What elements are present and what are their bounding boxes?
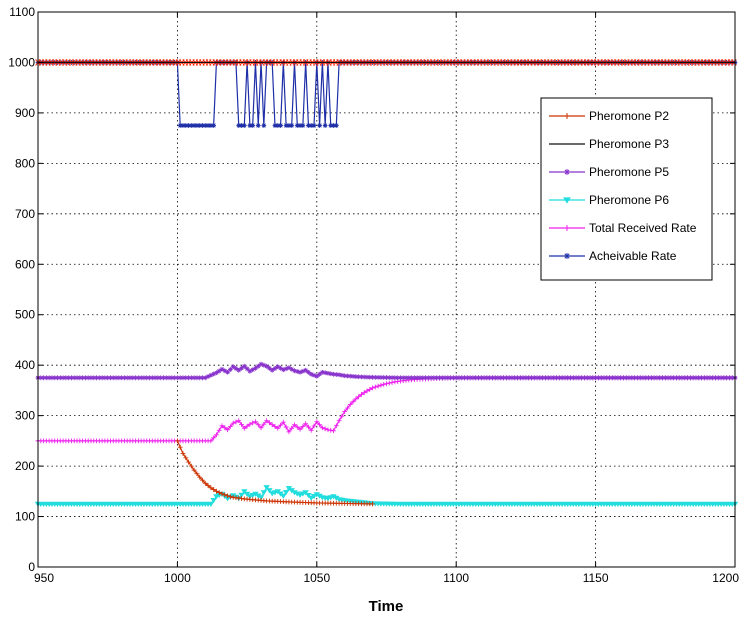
legend-marker bbox=[564, 169, 570, 175]
y-tick-label: 800 bbox=[15, 156, 35, 170]
legend-label: Pheromone P6 bbox=[589, 193, 669, 207]
plot-area bbox=[38, 12, 735, 567]
legend-marker bbox=[563, 197, 571, 204]
x-tick-label: 1050 bbox=[303, 571, 330, 585]
legend-label: Pheromone P2 bbox=[589, 109, 669, 123]
legend-item-total-received-rate: Total Received Rate bbox=[549, 221, 697, 235]
legend-box bbox=[540, 97, 713, 281]
x-tick-label: 1000 bbox=[164, 571, 191, 585]
legend-marker bbox=[564, 113, 570, 119]
y-tick-label: 900 bbox=[15, 106, 35, 120]
x-tick-label: 1100 bbox=[443, 571, 469, 585]
legend-label: Acheivable Rate bbox=[589, 249, 677, 263]
legend-item-acheivable-rate: Acheivable Rate bbox=[549, 249, 677, 263]
y-tick-label: 0 bbox=[28, 560, 35, 574]
y-tick-label: 300 bbox=[15, 409, 35, 423]
series-markers bbox=[34, 485, 739, 507]
series-pheromone-p6 bbox=[34, 485, 739, 507]
series-layer bbox=[34, 59, 739, 507]
legend-marker bbox=[564, 253, 570, 259]
series-pheromone-p2 bbox=[175, 438, 375, 507]
y-tick-label: 100 bbox=[15, 510, 35, 524]
legend-label: Total Received Rate bbox=[589, 221, 697, 235]
x-tick-label: 1200 bbox=[712, 571, 739, 585]
y-tick-label: 400 bbox=[15, 358, 35, 372]
y-tick-label: 700 bbox=[15, 207, 35, 221]
x-tick-label: 1150 bbox=[583, 571, 609, 585]
y-tick-label: 500 bbox=[15, 308, 35, 322]
legend-label: Pheromone P3 bbox=[589, 137, 669, 151]
legend: Pheromone P2 Pheromone P3 Pheromone P5 Pher… bbox=[540, 97, 713, 281]
y-tick-label: 1000 bbox=[8, 55, 35, 69]
axis-ticks: 950 1000 1050 1100 1150 1200 0 100 200 300 400 500 6… bbox=[8, 5, 739, 585]
legend-item-pheromone-p3: Pheromone P3 bbox=[549, 137, 669, 151]
legend-marker bbox=[564, 225, 570, 231]
plot-frame bbox=[37, 11, 736, 568]
series-pheromone-p5 bbox=[35, 361, 738, 381]
x-tick-label: 950 bbox=[34, 571, 54, 585]
y-tick-label: 200 bbox=[15, 459, 35, 473]
legend-item-pheromone-p6: Pheromone P6 bbox=[549, 193, 669, 207]
legend-item-pheromone-p2: Pheromone P2 bbox=[549, 109, 669, 123]
series-markers bbox=[175, 438, 375, 507]
legend-label: Pheromone P5 bbox=[589, 165, 669, 179]
legend-item-pheromone-p5: Pheromone P5 bbox=[549, 165, 669, 179]
y-tick-label: 1100 bbox=[9, 5, 35, 19]
x-axis-label: Time bbox=[369, 598, 404, 615]
y-tick-label: 600 bbox=[15, 257, 35, 271]
